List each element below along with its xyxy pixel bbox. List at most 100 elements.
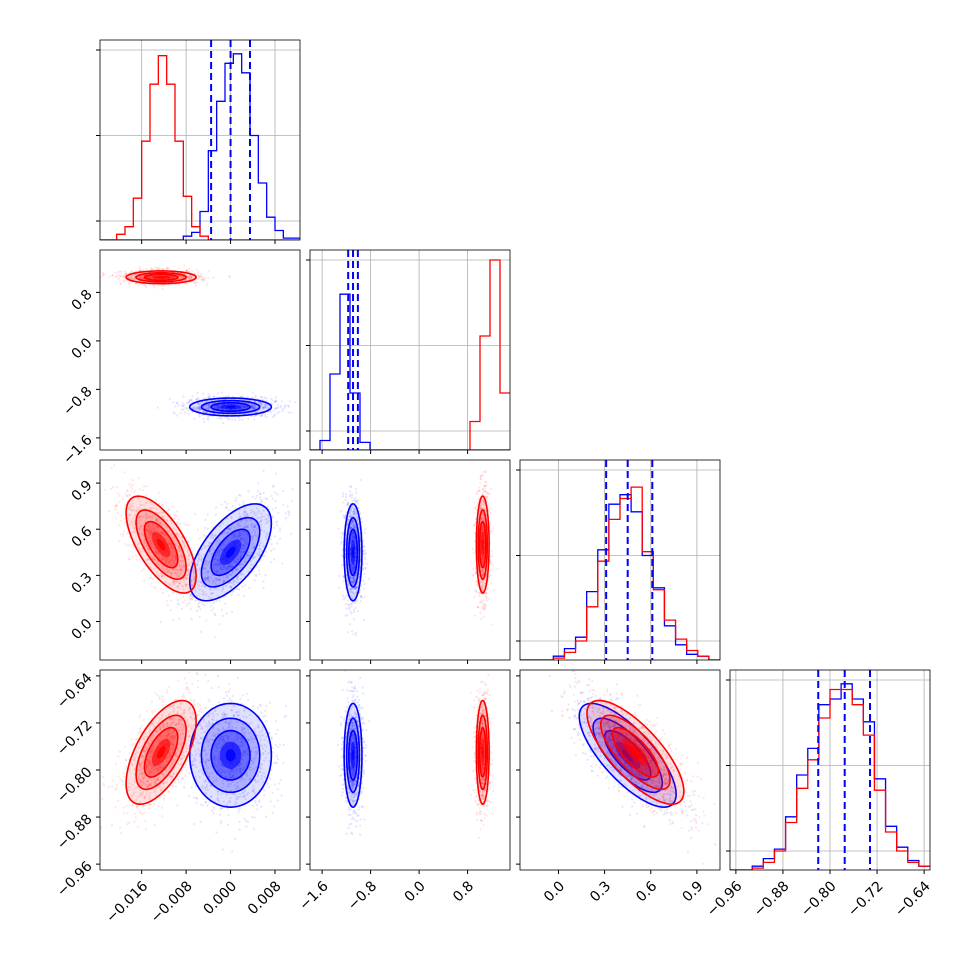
scatter-point: [236, 557, 239, 560]
scatter-point: [248, 554, 251, 557]
scatter-point: [139, 276, 142, 279]
scatter-point: [188, 571, 191, 574]
scatter-point: [356, 516, 359, 519]
scatter-point: [213, 406, 216, 409]
scatter-point: [141, 275, 144, 278]
scatter-point: [248, 587, 251, 590]
scatter-point: [201, 592, 205, 595]
scatter-point: [340, 541, 343, 544]
scatter-point: [144, 284, 147, 287]
scatter-point: [266, 520, 269, 524]
scatter-point: [149, 528, 152, 532]
scatter-point: [170, 276, 173, 279]
scatter-point: [205, 578, 208, 581]
scatter-point: [153, 558, 157, 561]
scatter-point: [350, 630, 354, 633]
scatter-point: [354, 512, 358, 515]
scatter-point: [162, 556, 165, 559]
scatter-point: [252, 545, 255, 549]
scatter-point: [177, 584, 180, 588]
scatter-point: [160, 573, 163, 577]
scatter-point: [147, 276, 150, 279]
scatter-point: [351, 507, 354, 510]
scatter-point: [128, 543, 131, 547]
histogram-blue: [310, 293, 510, 450]
scatter-point: [337, 527, 340, 530]
scatter-point: [344, 498, 347, 501]
scatter-point: [208, 550, 211, 553]
scatter-point: [236, 568, 239, 571]
scatter-point: [211, 534, 214, 537]
scatter-point: [248, 529, 251, 532]
scatter-point: [141, 528, 144, 531]
scatter-point: [121, 533, 125, 536]
scatter-point: [241, 573, 245, 576]
scatter-point: [254, 555, 257, 559]
scatter-point: [247, 402, 250, 405]
scatter-point: [356, 610, 360, 613]
scatter-point: [230, 538, 233, 541]
scatter-point: [224, 532, 227, 535]
scatter-point: [215, 578, 218, 581]
scatter-point: [214, 557, 217, 560]
scatter-point: [185, 407, 188, 410]
scatter-point: [481, 605, 484, 608]
scatter-point: [350, 603, 354, 606]
scatter-point: [236, 577, 239, 580]
scatter-point: [177, 547, 181, 550]
scatter-point: [226, 531, 229, 534]
scatter-point: [222, 581, 225, 584]
scatter-point: [228, 274, 231, 278]
scatter-point: [238, 493, 241, 496]
scatter-point: [174, 555, 177, 558]
scatter-point: [217, 579, 220, 582]
scatter-point: [251, 536, 254, 539]
scatter-point: [271, 415, 274, 418]
scatter-point: [207, 404, 210, 407]
scatter-point: [200, 558, 203, 561]
scatter-point: [355, 592, 358, 595]
scatter-point: [244, 518, 247, 521]
scatter-point: [151, 525, 154, 528]
scatter-point: [243, 405, 246, 409]
scatter-point: [221, 568, 224, 571]
scatter-point: [264, 403, 267, 407]
scatter-point: [251, 542, 255, 545]
scatter-point: [133, 273, 136, 276]
scatter-point: [173, 412, 176, 415]
scatter-point: [236, 408, 239, 411]
scatter-point: [352, 520, 355, 524]
scatter-point: [148, 540, 151, 543]
scatter-point: [230, 593, 233, 596]
scatter-point: [278, 537, 282, 540]
scatter-point: [240, 551, 243, 554]
scatter-point: [131, 524, 134, 527]
scatter-point: [487, 597, 490, 600]
scatter-point: [182, 543, 186, 546]
scatter-point: [179, 568, 182, 571]
scatter-point: [157, 512, 160, 515]
scatter-point: [260, 528, 263, 531]
scatter-point: [217, 405, 220, 408]
scatter-point: [253, 406, 256, 409]
scatter-point: [196, 391, 199, 395]
scatter-point: [260, 523, 263, 527]
scatter-point: [213, 404, 217, 408]
scatter-point: [210, 576, 213, 579]
scatter-point: [253, 414, 256, 418]
scatter-point: [116, 277, 120, 280]
contour-line: [188, 503, 273, 602]
scatter-point: [239, 556, 242, 559]
scatter-point: [223, 566, 226, 569]
scatter-point: [241, 405, 244, 409]
scatter-point: [262, 587, 265, 590]
scatter-point: [274, 506, 277, 509]
scatter-point: [242, 530, 245, 533]
scatter-point: [215, 563, 218, 567]
scatter-point: [218, 578, 221, 582]
scatter-point: [176, 532, 180, 536]
scatter-point: [179, 572, 182, 575]
scatter-point: [160, 284, 164, 287]
scatter-point: [340, 554, 344, 557]
scatter-point: [118, 276, 121, 279]
